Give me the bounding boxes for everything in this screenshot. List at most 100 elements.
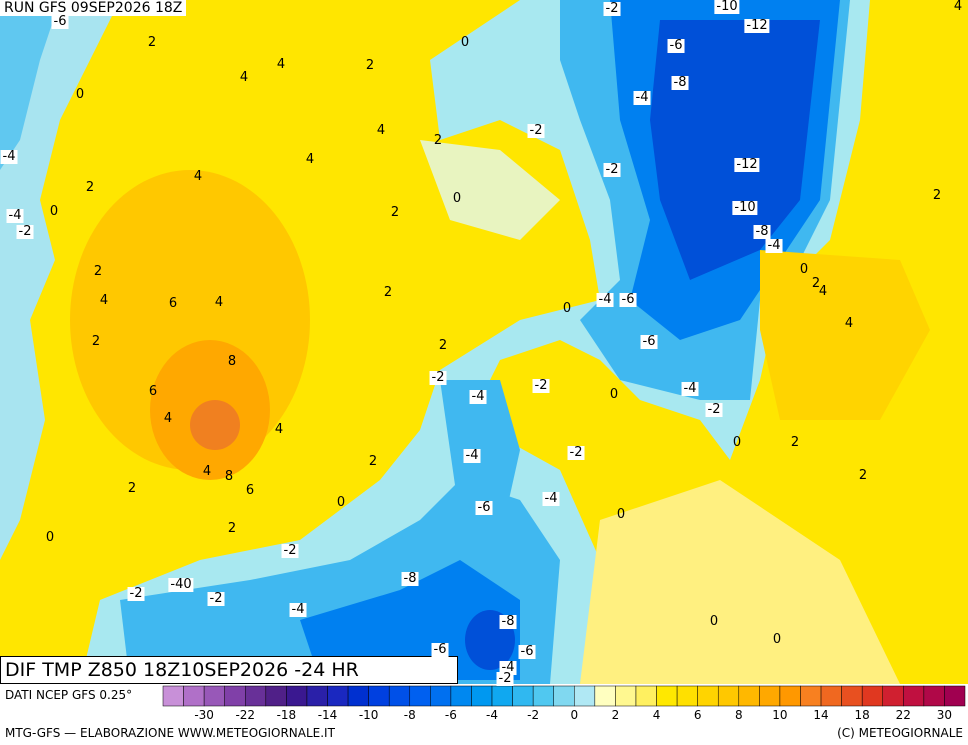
warm-area (760, 250, 930, 420)
contour-label: 2 (790, 435, 800, 450)
color-swatch (903, 685, 925, 707)
contour-label: -6 (475, 500, 493, 515)
contour-label: -10 (714, 0, 740, 14)
color-swatch (491, 685, 513, 707)
color-swatch (430, 685, 452, 707)
color-swatch (203, 685, 225, 707)
cold-area (300, 560, 520, 680)
contour-label: 4 (274, 422, 284, 437)
contour-label: 4 (193, 169, 203, 184)
color-swatch (471, 685, 493, 707)
cold-area (650, 20, 820, 280)
contour-label: 4 (818, 284, 828, 299)
contour-label: -8 (671, 75, 689, 90)
footer-right: (C) METEOGIORNALE (837, 726, 963, 740)
scale-tick-label: -6 (445, 708, 457, 722)
contour-label: -2 (532, 378, 550, 393)
contour-label: -2 (567, 445, 585, 460)
contour-label: 0 (45, 530, 55, 545)
contour-label: -10 (732, 200, 758, 215)
contour-label: -2 (16, 224, 34, 239)
scale-tick-label: 22 (896, 708, 911, 722)
scale-tick-label: 2 (612, 708, 620, 722)
color-swatch (306, 685, 328, 707)
color-swatch (368, 685, 390, 707)
contour-label: -4 (499, 660, 517, 675)
color-swatch (224, 685, 246, 707)
scale-tick-label: 0 (570, 708, 578, 722)
scale-tick-label: 4 (653, 708, 661, 722)
contour-label: 2 (93, 264, 103, 279)
contour-label: 0 (49, 204, 59, 219)
contour-label: 2 (127, 481, 137, 496)
contour-label: -4 (681, 381, 699, 396)
contour-label: 0 (336, 495, 346, 510)
contour-label: -2 (603, 1, 621, 16)
scale-tick-label: 6 (694, 708, 702, 722)
contour-label: 4 (844, 316, 854, 331)
contour-label: -6 (518, 644, 536, 659)
contour-label: 6 (245, 483, 255, 498)
contour-label: 2 (438, 338, 448, 353)
contour-label: -4 (289, 602, 307, 617)
contour-label: 2 (811, 276, 821, 291)
color-swatch (388, 685, 411, 707)
mild-area (420, 140, 560, 240)
contour-label: 2 (368, 454, 378, 469)
contour-label: -4 (469, 389, 487, 404)
scale-tick-label: -2 (527, 708, 539, 722)
contour-label: 8 (224, 469, 234, 484)
color-swatch (615, 685, 637, 707)
contour-label: -4 (765, 238, 783, 253)
contour-label: 2 (383, 285, 393, 300)
contour-label: 4 (99, 293, 109, 308)
color-swatch (183, 685, 205, 707)
contour-label: -2 (429, 370, 447, 385)
contour-label: 0 (616, 507, 626, 522)
contour-label: 4 (214, 295, 224, 310)
cold-area (0, 0, 120, 560)
color-swatch (717, 685, 740, 707)
contour-label: -4 (463, 448, 481, 463)
color-scale: -30 -22 -18 -14 -10 -8 -6 -4 -2 0 2 4 6 8 10 14 18 22 30 (162, 685, 966, 722)
scale-tick-label: 30 (937, 708, 952, 722)
contour-label: -8 (499, 614, 517, 629)
contour-label: -2 (603, 162, 621, 177)
contour-label: -2 (496, 671, 514, 686)
contour-label: 0 (562, 301, 572, 316)
contour-label: 0 (460, 35, 470, 50)
cold-area (0, 0, 60, 170)
color-swatch (553, 685, 575, 707)
color-swatch (265, 685, 287, 707)
contour-label: -4 (542, 491, 560, 506)
contour-label: -40 (168, 577, 194, 592)
contour-label: -4 (633, 90, 651, 105)
color-swatch (574, 685, 596, 707)
contour-label: 4 (305, 152, 315, 167)
map-title: DIF TMP Z850 18Z10SEP2026 -24 HR (0, 656, 458, 684)
contour-label: 2 (91, 334, 101, 349)
scale-tick-label: -10 (359, 708, 379, 722)
footer-left: MTG-GFS — ELABORAZIONE WWW.METEOGIORNALE… (5, 726, 335, 740)
contour-label: 0 (732, 435, 742, 450)
color-swatch (162, 685, 184, 707)
scale-tick-label: -22 (235, 708, 255, 722)
color-swatch (697, 685, 719, 707)
warm-area (190, 400, 240, 450)
scale-tick-label: 8 (735, 708, 743, 722)
contour-label: 0 (772, 632, 782, 647)
contour-label: 0 (609, 387, 619, 402)
color-swatch (841, 685, 863, 707)
contour-label: -6 (51, 14, 69, 29)
color-swatch (820, 685, 842, 707)
contour-label: 4 (239, 70, 249, 85)
contour-label: -6 (667, 38, 685, 53)
contour-label: 4 (953, 0, 963, 14)
contour-label: -6 (640, 334, 658, 349)
color-swatch (450, 685, 472, 707)
contour-label: 2 (85, 180, 95, 195)
color-swatch (656, 685, 678, 707)
scale-tick-label: 14 (813, 708, 828, 722)
color-swatch (532, 685, 554, 707)
scale-tick-label: -4 (486, 708, 498, 722)
